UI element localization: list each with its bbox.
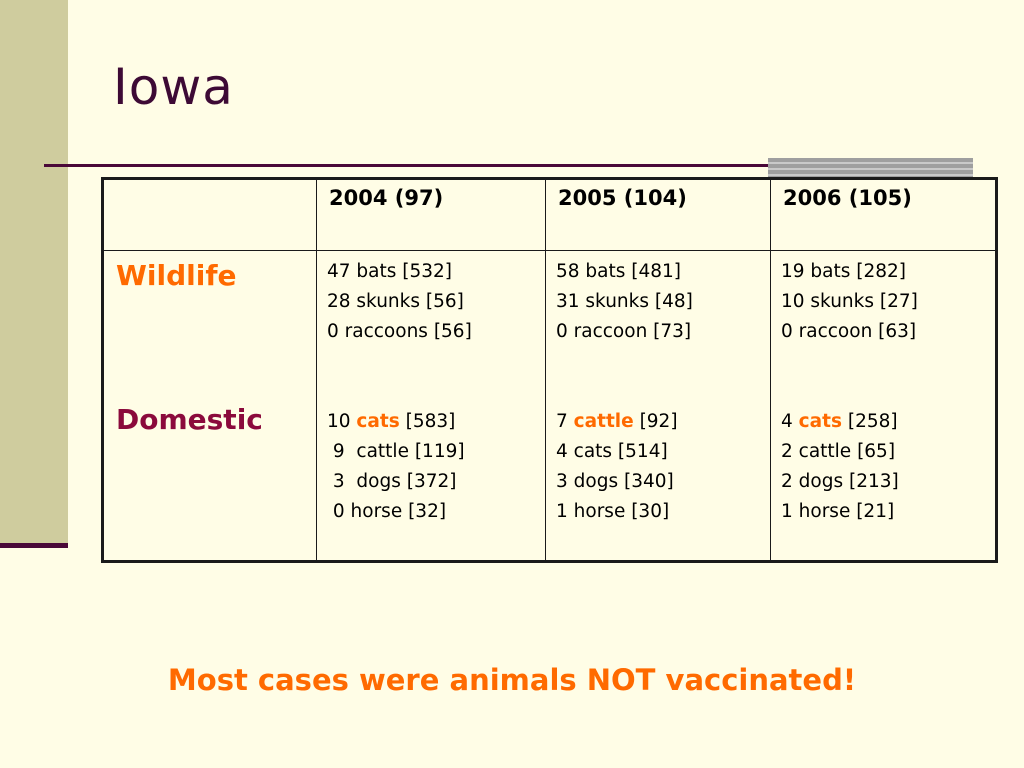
slide-title: Iowa — [113, 58, 234, 116]
domestic-entry-text: 3 dogs [340] — [556, 471, 674, 492]
domestic-entry: 4 cats [514] — [556, 437, 770, 467]
domestic-entry: 9 cattle [119] — [327, 437, 545, 467]
wildlife-entry: 19 bats [282] — [781, 261, 907, 282]
domestic-entry-text: [258] — [841, 411, 898, 432]
header-cell-empty — [102, 178, 317, 251]
wildlife-entry: 0 raccoon [63] — [781, 321, 917, 342]
wildlife-entry: 31 skunks [48] — [556, 291, 693, 312]
domestic-entry: 3 dogs [340] — [556, 467, 770, 497]
header-cell-2004: 2004 (97) — [316, 178, 546, 251]
domestic-entry-text: 9 cattle [119] — [327, 441, 465, 462]
domestic-entry: 1 horse [30] — [556, 497, 770, 527]
title-divider-accent — [768, 158, 973, 180]
highlighted-animal: cats — [798, 411, 842, 432]
domestic-entry-text: 10 — [327, 411, 357, 432]
domestic-entry-text: 1 horse [30] — [556, 501, 670, 522]
side-decor-bar-foot — [0, 543, 68, 548]
wildlife-entry: 47 bats [532] — [327, 261, 453, 282]
highlighted-animal: cats — [356, 411, 400, 432]
domestic-entry-text: 0 horse [32] — [327, 501, 447, 522]
domestic-entry-text: 2 cattle [65] — [781, 441, 896, 462]
wildlife-entry: 58 bats [481] — [556, 261, 682, 282]
domestic-entry: 2 cattle [65] — [781, 437, 995, 467]
section-gap — [327, 347, 545, 407]
highlighted-animal: cattle — [573, 411, 634, 432]
table-header-row: 2004 (97) 2005 (104) 2006 (105) — [102, 178, 997, 251]
domestic-entry: 7 cattle [92] — [556, 407, 770, 437]
domestic-entry-text: 3 dogs [372] — [327, 471, 457, 492]
domestic-entry: 0 horse [32] — [327, 497, 545, 527]
domestic-entry-text: 1 horse [21] — [781, 501, 895, 522]
wildlife-entry: 28 skunks [56] — [327, 291, 464, 312]
data-cell-2005: 58 bats [481] 31 skunks [48] 0 raccoon [73… — [545, 250, 771, 562]
header-cell-2006: 2006 (105) — [770, 178, 997, 251]
rabies-cases-table: 2004 (97) 2005 (104) 2006 (105) Wildlife… — [101, 177, 998, 563]
section-gap — [556, 347, 770, 407]
domestic-label: Domestic — [116, 403, 263, 436]
table-body-row: Wildlife Domestic 47 bats [532] 28 skunks… — [102, 250, 997, 562]
wildlife-label: Wildlife — [116, 259, 237, 292]
wildlife-entry: 10 skunks [27] — [781, 291, 918, 312]
label-spacer — [116, 295, 316, 401]
domestic-entry: 4 cats [258] — [781, 407, 995, 437]
title-divider — [44, 164, 780, 167]
row-label-cell: Wildlife Domestic — [102, 250, 317, 562]
domestic-entry: 3 dogs [372] — [327, 467, 545, 497]
domestic-entry-text: [92] — [633, 411, 678, 432]
domestic-entry-text: 2 dogs [213] — [781, 471, 899, 492]
domestic-entry-text: 7 — [556, 411, 574, 432]
domestic-entry: 1 horse [21] — [781, 497, 995, 527]
data-cell-2006: 19 bats [282] 10 skunks [27] 0 raccoon [63… — [770, 250, 997, 562]
domestic-entry-text: 4 — [781, 411, 799, 432]
domestic-entry-text: 4 cats [514] — [556, 441, 668, 462]
wildlife-entry: 0 raccoon [73] — [556, 321, 692, 342]
header-cell-2005: 2005 (104) — [545, 178, 771, 251]
domestic-entry: 2 dogs [213] — [781, 467, 995, 497]
side-decor-bar — [0, 0, 68, 544]
domestic-entry-text: [583] — [399, 411, 456, 432]
domestic-entry: 10 cats [583] — [327, 407, 545, 437]
data-cell-2004: 47 bats [532] 28 skunks [56] 0 raccoons [5… — [316, 250, 546, 562]
section-gap — [781, 347, 995, 407]
footer-note: Most cases were animals NOT vaccinated! — [167, 663, 857, 697]
wildlife-entry: 0 raccoons [56] — [327, 321, 472, 342]
